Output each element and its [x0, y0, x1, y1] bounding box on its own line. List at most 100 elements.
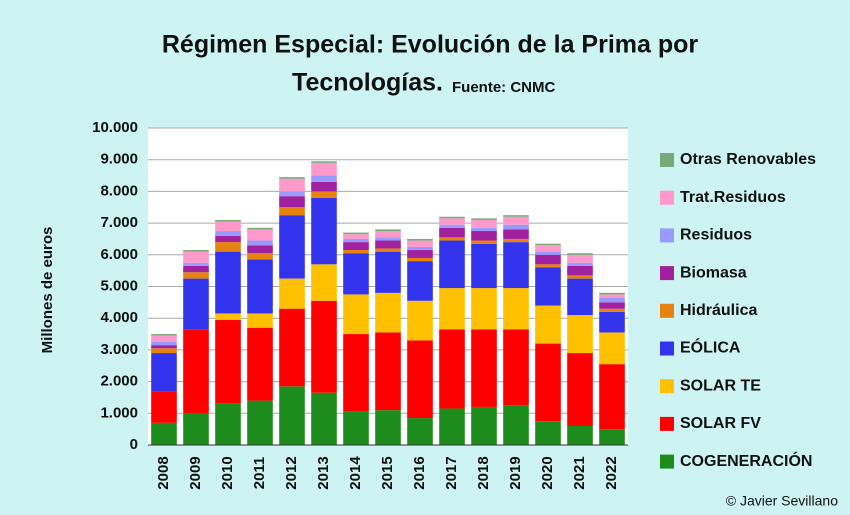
bar-segment	[599, 311, 625, 333]
legend-label: Trat.Residuos	[680, 189, 786, 206]
legend-swatch	[660, 303, 674, 318]
bar-segment	[311, 181, 337, 192]
chart-title: Tecnologías.	[292, 69, 443, 97]
bar-segment	[535, 243, 561, 246]
bar-segment	[407, 257, 433, 262]
bar-segment	[439, 240, 465, 289]
bar-segment	[503, 229, 529, 239]
bar-segment	[471, 218, 497, 220]
bar-segment	[599, 292, 625, 295]
bar-segment	[215, 219, 241, 222]
bar-segment	[599, 364, 625, 430]
bar-segment	[183, 413, 209, 445]
bar-segment	[151, 353, 177, 392]
x-tick-label: 2014	[347, 456, 364, 490]
bar-segment	[151, 334, 177, 336]
credit: © Javier Sevillano	[726, 493, 838, 509]
bar-segment	[375, 231, 401, 238]
bar-segment	[375, 251, 401, 293]
bar-segment	[311, 264, 337, 301]
bar-segment	[183, 265, 209, 273]
bar-segment	[279, 178, 305, 192]
legend-label: Biomasa	[680, 264, 747, 281]
bar-segment	[471, 227, 497, 232]
bar-segment	[471, 243, 497, 289]
bar-segment	[247, 227, 273, 230]
legend-swatch	[660, 190, 674, 205]
bar-segment	[503, 242, 529, 289]
bar-segment	[535, 305, 561, 344]
bar-segment	[311, 161, 337, 163]
legend-label: COGENERACIÓN	[680, 451, 812, 470]
bar-segment	[343, 411, 369, 445]
bar-segment	[375, 229, 401, 232]
bar-segment	[279, 177, 305, 179]
bar-segment	[151, 391, 177, 423]
bar-segment	[183, 272, 209, 279]
bar-segment	[567, 275, 593, 279]
bar-segment	[375, 292, 401, 333]
x-tick-label: 2015	[379, 456, 396, 489]
bar-segment	[567, 254, 593, 263]
bar-segment	[503, 238, 529, 243]
y-tick-label: 8.000	[100, 182, 138, 199]
x-tick-label: 2020	[539, 456, 556, 489]
bar-segment	[247, 253, 273, 260]
x-tick-label: 2018	[475, 456, 492, 489]
x-tick-label: 2016	[411, 456, 428, 489]
y-tick-label: 5.000	[100, 277, 138, 294]
bar-segment	[471, 288, 497, 330]
bar-segment	[599, 297, 625, 303]
bar-segment	[311, 162, 337, 176]
bar-segment	[151, 335, 177, 342]
x-tick-label: 2021	[571, 456, 588, 489]
bar-segment	[215, 319, 241, 404]
bar-segment	[311, 191, 337, 198]
bar-segment	[471, 329, 497, 407]
bar-segment	[343, 334, 369, 412]
bar-segment	[503, 329, 529, 406]
bar-segment	[183, 278, 209, 330]
bar-segment	[407, 300, 433, 341]
bar-segment	[183, 329, 209, 414]
bar-segment	[535, 421, 561, 445]
bar-segment	[279, 215, 305, 279]
legend-label: Otras Renovables	[680, 151, 816, 168]
bar-segment	[503, 216, 529, 225]
y-tick-label: 6.000	[100, 246, 138, 263]
bar-segment	[247, 229, 273, 241]
y-tick-label: 2.000	[100, 373, 138, 390]
bar-segment	[311, 300, 337, 393]
bar-segment	[247, 400, 273, 445]
bar-segment	[439, 216, 465, 219]
bar-segment	[471, 219, 497, 228]
bar-segment	[279, 191, 305, 197]
bar-segment	[471, 406, 497, 445]
legend-label: Hidráulica	[680, 302, 757, 319]
bar-segment	[407, 340, 433, 419]
bar-segment	[535, 245, 561, 252]
bar-segment	[375, 248, 401, 252]
legend-label: Residuos	[680, 227, 752, 244]
bar-segment	[439, 237, 465, 241]
bar-segment	[247, 327, 273, 401]
bar-segment	[151, 341, 177, 346]
y-tick-label: 4.000	[100, 309, 138, 326]
bar-segment	[471, 231, 497, 241]
bar-segment	[375, 332, 401, 411]
bar-segment	[311, 197, 337, 265]
x-tick-label: 2008	[155, 456, 172, 489]
bar-segment	[215, 235, 241, 243]
bar-segment	[343, 232, 369, 235]
bar-segment	[151, 422, 177, 445]
bar-segment	[215, 403, 241, 445]
x-tick-label: 2010	[219, 456, 236, 489]
legend-swatch	[660, 379, 674, 394]
bar-segment	[439, 224, 465, 228]
legend-label: SOLAR FV	[680, 415, 761, 432]
bar-segment	[215, 221, 241, 232]
bar-segment	[503, 215, 529, 217]
bar-segment	[375, 237, 401, 241]
bar-segment	[535, 264, 561, 268]
